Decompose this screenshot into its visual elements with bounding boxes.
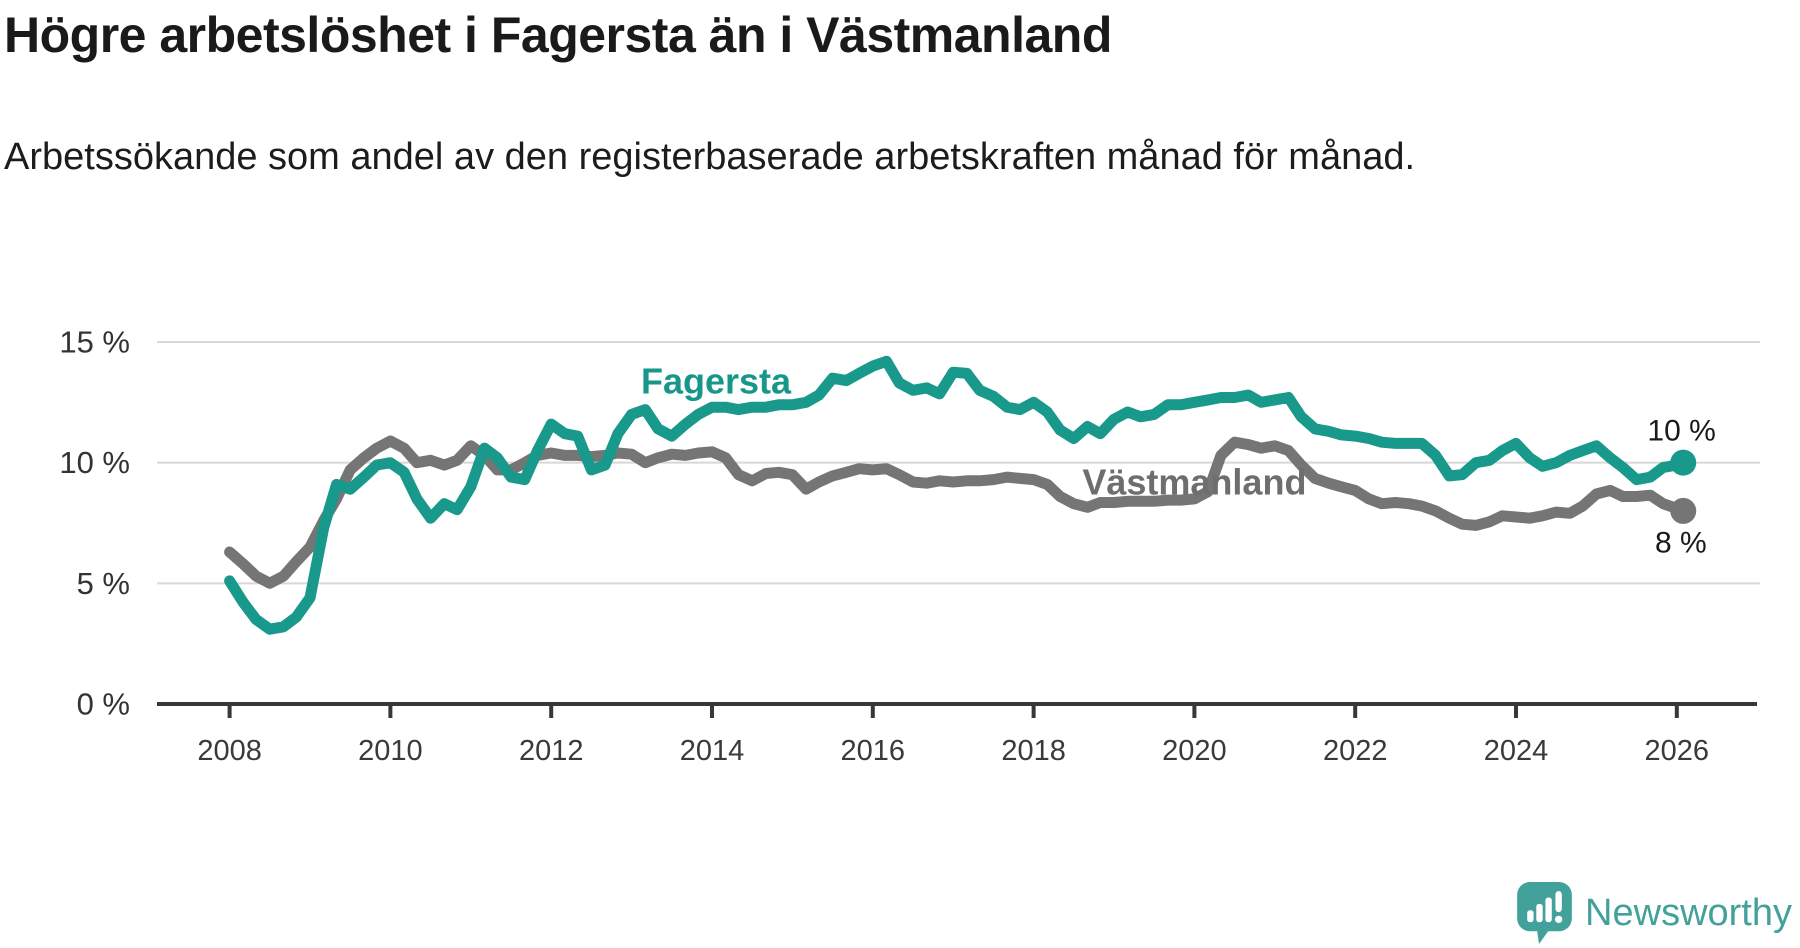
series-line-vastmanland <box>224 435 1689 589</box>
series-label-fagersta: Fagersta <box>641 361 792 402</box>
series-end-dot-vastmanland <box>1670 497 1697 524</box>
series-line-fagersta <box>224 355 1689 635</box>
chart-subtitle: Arbetssökande som andel av den registerb… <box>4 136 1416 178</box>
x-tick-label: 2018 <box>1001 735 1066 767</box>
y-tick-label: 10 % <box>59 445 130 480</box>
x-tick-label: 2010 <box>358 735 423 767</box>
end-value-label-vastmanland: 8 % <box>1655 527 1707 560</box>
brand-name: Newsworthy <box>1585 891 1792 934</box>
newsworthy-logo: Newsworthy <box>1517 882 1792 944</box>
series-label-vastmanland: Västmanland <box>1082 461 1306 502</box>
x-tick-label: 2024 <box>1484 735 1549 767</box>
series-end-dot-fagersta <box>1670 449 1697 476</box>
x-tick-label: 2014 <box>680 735 745 767</box>
y-tick-label: 15 % <box>59 325 130 360</box>
x-tick-label: 2008 <box>197 735 262 767</box>
x-tick-label: 2020 <box>1162 735 1227 767</box>
x-tick-label: 2012 <box>519 735 584 767</box>
newsworthy-logo-icon <box>1517 882 1572 944</box>
x-tick-label: 2016 <box>841 735 906 767</box>
x-tick-label: 2022 <box>1323 735 1388 767</box>
y-tick-label: 0 % <box>77 687 130 722</box>
y-tick-label: 5 % <box>77 566 130 601</box>
end-value-label-fagersta: 10 % <box>1647 415 1715 448</box>
x-tick-label: 2026 <box>1645 735 1710 767</box>
page-title: Högre arbetslöshet i Fagersta än i Västm… <box>4 7 1112 63</box>
